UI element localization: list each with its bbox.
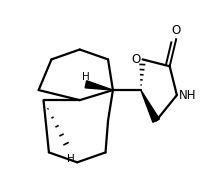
Polygon shape bbox=[85, 81, 113, 90]
Polygon shape bbox=[141, 90, 159, 122]
Text: H: H bbox=[67, 154, 74, 164]
Text: O: O bbox=[131, 53, 141, 66]
Text: H: H bbox=[82, 72, 90, 83]
Text: O: O bbox=[172, 25, 181, 38]
Text: NH: NH bbox=[179, 89, 196, 102]
